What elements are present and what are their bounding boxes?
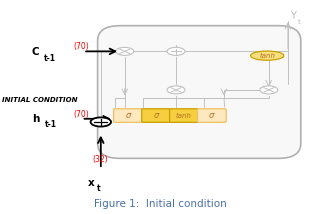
Text: (32): (32) — [93, 155, 108, 164]
FancyBboxPatch shape — [142, 109, 171, 122]
FancyBboxPatch shape — [98, 26, 301, 158]
Text: t-1: t-1 — [44, 54, 56, 63]
Text: t: t — [96, 184, 100, 193]
FancyBboxPatch shape — [170, 109, 198, 122]
Text: tanh: tanh — [259, 53, 275, 59]
Text: σ: σ — [209, 111, 214, 120]
Ellipse shape — [251, 51, 284, 60]
Text: tanh: tanh — [176, 113, 192, 119]
Text: Figure 1:  Initial condition: Figure 1: Initial condition — [94, 199, 226, 209]
Text: C: C — [32, 48, 40, 57]
Text: σ: σ — [154, 111, 159, 120]
Text: (70): (70) — [73, 42, 89, 51]
Ellipse shape — [116, 47, 134, 55]
Ellipse shape — [167, 86, 185, 94]
Text: h: h — [32, 114, 39, 124]
Text: σ: σ — [125, 111, 131, 120]
Ellipse shape — [260, 86, 278, 94]
Ellipse shape — [167, 47, 185, 55]
Text: (70): (70) — [73, 110, 89, 119]
Ellipse shape — [91, 117, 111, 126]
FancyBboxPatch shape — [114, 109, 142, 122]
FancyBboxPatch shape — [197, 109, 226, 122]
Text: INITIAL CONDITION: INITIAL CONDITION — [2, 97, 77, 103]
Text: Y: Y — [290, 11, 295, 21]
Text: x: x — [88, 178, 95, 188]
Text: t-1: t-1 — [45, 120, 57, 129]
Text: t: t — [298, 19, 300, 25]
